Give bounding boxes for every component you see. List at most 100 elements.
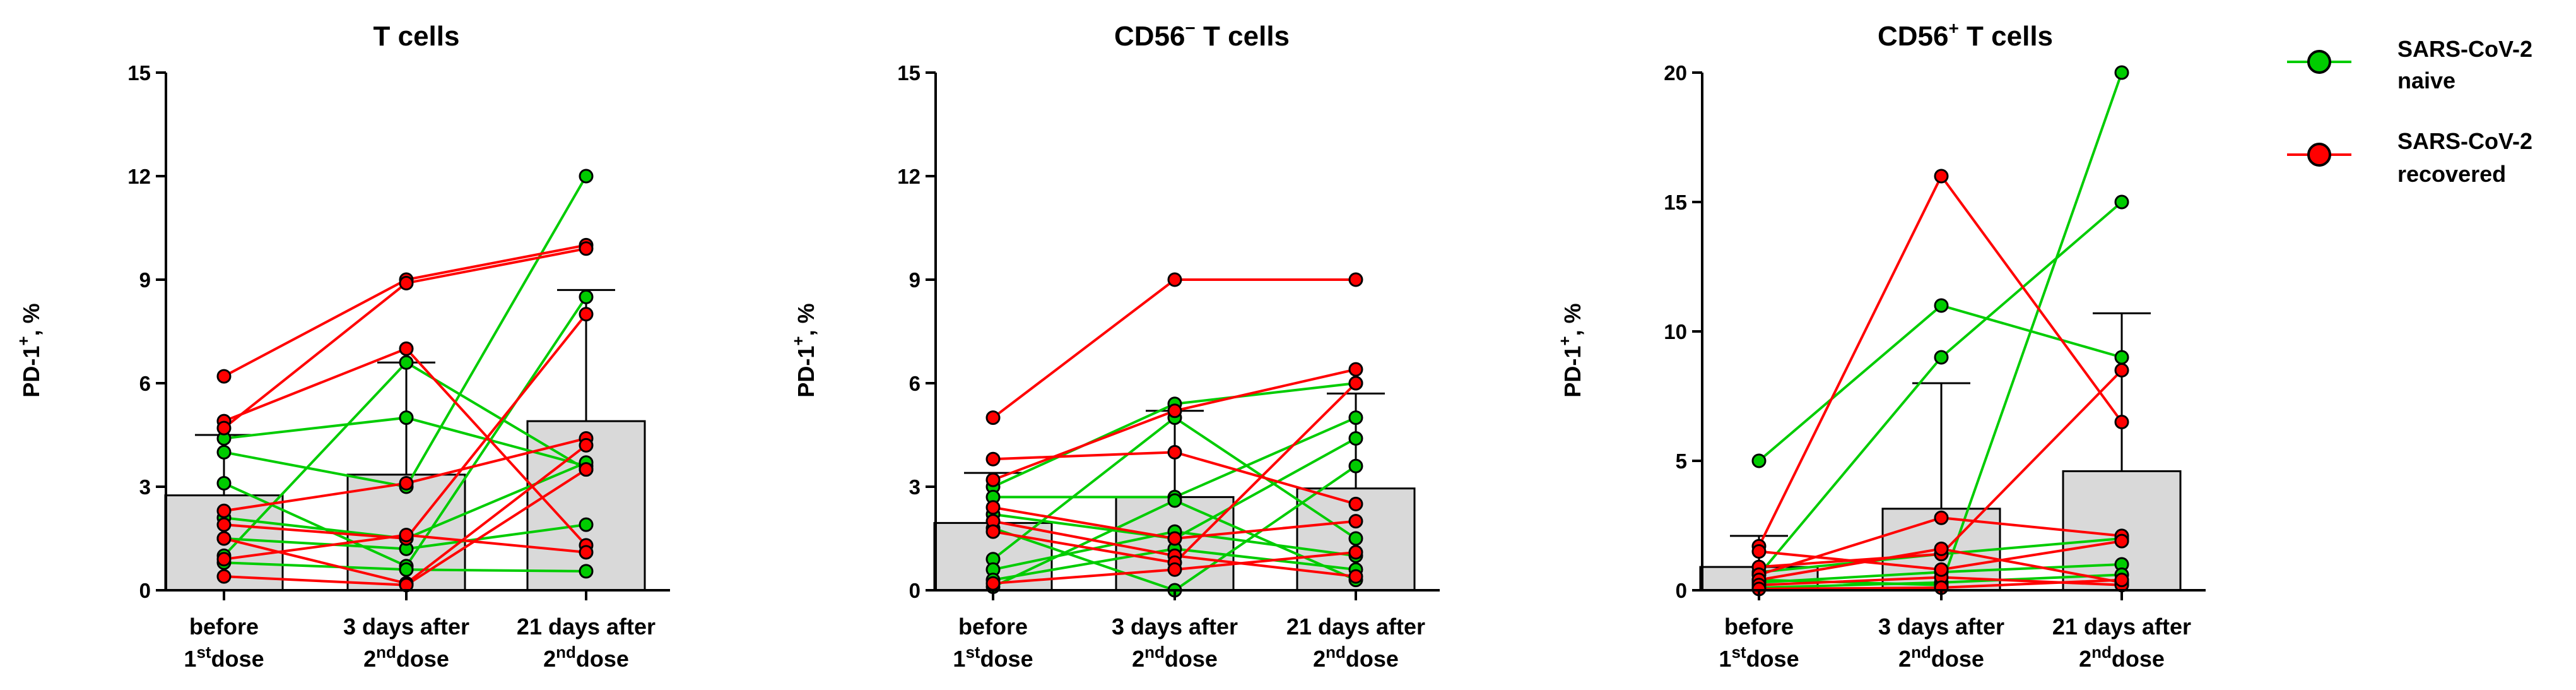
- x-tick-label-sup: nd: [376, 643, 396, 662]
- chart-title-sup: −: [1185, 18, 1195, 38]
- legend-item-naive: SARS-CoV-2 naive: [2287, 36, 2532, 93]
- data-point-recovered: [985, 472, 1001, 487]
- y-tick-label: 6: [909, 372, 920, 395]
- data-point-recovered: [1348, 376, 1363, 391]
- data-point-recovered: [2114, 533, 2129, 549]
- chart-title: CD56+ T cells: [1878, 18, 2053, 52]
- data-point-recovered: [1348, 514, 1363, 529]
- y-tick-label: 5: [1676, 449, 1687, 473]
- data-point-recovered: [1934, 541, 1949, 556]
- data-point-recovered: [1167, 403, 1182, 419]
- x-tick-label-line2: 2nddose: [2079, 643, 2165, 672]
- x-tick-label-line1: 21 days after: [1286, 614, 1425, 639]
- legend: SARS-CoV-2 naive SARS-CoV-2 recovered: [2287, 36, 2532, 187]
- x-tick-label-line2: 2nddose: [1132, 643, 1218, 672]
- chart-title-rest: T cells: [1959, 21, 2053, 52]
- x-tick-label-dose: dose: [980, 646, 1033, 672]
- chart-title-sup: +: [1948, 18, 1958, 38]
- data-point-recovered: [985, 410, 1001, 425]
- data-point-recovered: [216, 569, 232, 584]
- data-point-naive: [399, 410, 414, 425]
- data-point-naive: [579, 517, 594, 532]
- y-tick-label: 0: [1676, 579, 1687, 602]
- data-point-recovered: [399, 341, 414, 356]
- x-tick-label-dose: dose: [211, 646, 264, 672]
- y-tick-label: 15: [1664, 191, 1687, 214]
- data-point-naive: [579, 169, 594, 184]
- data-point-recovered: [985, 451, 1001, 467]
- y-tick-label: 20: [1664, 61, 1687, 85]
- x-tick-label-ordinal: 2: [2079, 646, 2091, 672]
- x-tick-label-ordinal: 1: [953, 646, 965, 672]
- data-point-naive: [399, 562, 414, 577]
- data-point-recovered: [579, 241, 594, 256]
- data-point-recovered: [579, 437, 594, 453]
- x-tick-label-sup: nd: [2091, 643, 2112, 662]
- data-point-naive: [2114, 65, 2129, 80]
- y-tick-label: 10: [1664, 320, 1687, 343]
- chart-title: T cells: [373, 21, 460, 52]
- y-axis-label-main: PD-1: [1560, 346, 1585, 398]
- data-point-naive: [1934, 350, 1949, 365]
- x-tick-label-dose: dose: [396, 646, 449, 672]
- data-point-recovered: [1348, 496, 1363, 511]
- data-point-naive: [579, 564, 594, 579]
- legend-marker-recovered: [2307, 143, 2331, 167]
- x-tick-label-ordinal: 2: [1313, 646, 1326, 672]
- x-tick-label-line1: before: [958, 614, 1028, 639]
- data-point-recovered: [1167, 562, 1182, 577]
- legend-label-recovered-line1: SARS-CoV-2: [2397, 128, 2532, 154]
- y-tick-label: 6: [139, 372, 151, 395]
- x-tick-label-line2: 1stdose: [184, 643, 264, 672]
- y-axis-label: PD-1+, %: [14, 303, 44, 397]
- x-tick-label-line2: 2nddose: [1313, 643, 1399, 672]
- x-tick-label-dose: dose: [1346, 646, 1399, 672]
- y-axis-label-main: PD-1: [793, 346, 819, 398]
- y-axis-label-rest: , %: [793, 303, 819, 336]
- data-point-naive: [216, 444, 232, 460]
- data-point-recovered: [1934, 562, 1949, 577]
- x-tick-label-line2: 2nddose: [363, 643, 449, 672]
- data-point-recovered: [2114, 573, 2129, 588]
- x-tick-label-sup: nd: [1326, 643, 1346, 662]
- x-tick-label-line2: 2nddose: [543, 643, 629, 672]
- data-point-recovered: [985, 500, 1001, 515]
- chart-title: CD56− T cells: [1114, 18, 1290, 52]
- chart-title-rest: T cells: [1196, 21, 1290, 52]
- x-tick-label-dose: dose: [1931, 646, 1984, 672]
- data-point-naive: [1348, 431, 1363, 446]
- chart-title-main: CD56: [1878, 21, 1949, 52]
- y-tick-label: 3: [139, 475, 151, 499]
- x-tick-label-dose: dose: [1746, 646, 1799, 672]
- x-tick-label-sup: nd: [556, 643, 576, 662]
- data-point-recovered: [2114, 363, 2129, 378]
- y-axis-label-rest: , %: [18, 303, 44, 336]
- x-tick-label-ordinal: 1: [184, 646, 196, 672]
- data-point-recovered: [1348, 569, 1363, 584]
- data-point-recovered: [1167, 272, 1182, 287]
- data-point-recovered: [579, 545, 594, 560]
- y-axis-label-rest: , %: [1560, 303, 1585, 336]
- data-point-recovered: [216, 517, 232, 532]
- data-point-recovered: [1751, 544, 1767, 559]
- legend-label-recovered-line2: recovered: [2397, 161, 2506, 187]
- data-point-recovered: [216, 420, 232, 436]
- chart-title-main: T cells: [373, 21, 460, 52]
- data-point-recovered: [579, 307, 594, 322]
- x-tick-label-sup: st: [196, 643, 211, 662]
- data-point-naive: [1934, 298, 1949, 313]
- data-point-naive: [1167, 493, 1182, 508]
- x-tick-label-line1: before: [1724, 614, 1794, 639]
- data-point-recovered: [985, 576, 1001, 591]
- x-tick-label-line1: 3 days after: [1878, 614, 2004, 639]
- x-tick-label-ordinal: 2: [363, 646, 376, 672]
- data-point-naive: [1348, 531, 1363, 546]
- x-tick-label-ordinal: 1: [1719, 646, 1731, 672]
- data-point-naive: [1348, 410, 1363, 425]
- legend-label-naive-line2: naive: [2397, 68, 2455, 93]
- data-point-recovered: [985, 524, 1001, 539]
- y-tick-label: 9: [909, 268, 920, 292]
